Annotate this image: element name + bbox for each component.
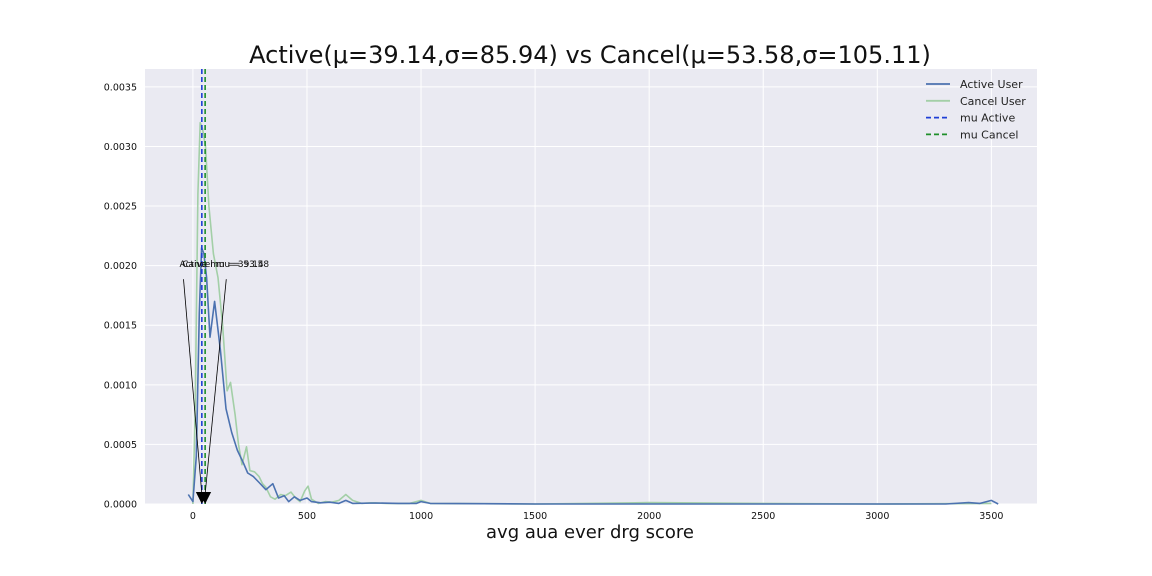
x-axis-ticks: 0 500 1000 1500 2000 2500 3000 3500 [190, 511, 1004, 522]
plot-area [145, 69, 1037, 504]
y-tick-label: 0.0015 [104, 321, 137, 332]
x-tick-label: 3500 [979, 511, 1003, 522]
x-tick-label: 1500 [523, 511, 547, 522]
y-tick-label: 0.0010 [104, 380, 137, 391]
y-tick-label: 0.0030 [104, 142, 137, 153]
x-tick-label: 0 [190, 511, 196, 522]
legend: Active User Cancel User mu Active mu Cancel [926, 78, 1026, 141]
series-group [187, 121, 999, 505]
legend-label: mu Cancel [960, 128, 1018, 141]
grid-lines [145, 69, 1037, 505]
x-tick-label: 2000 [637, 511, 661, 522]
y-tick-label: 0.0025 [104, 202, 137, 213]
y-axis-ticks: 0.0000 0.0005 0.0010 0.0015 0.0020 0.0025 0.00… [104, 82, 137, 510]
mean-lines [201, 69, 206, 504]
annotation-arrow [204, 279, 227, 495]
x-tick-label: 2500 [751, 511, 775, 522]
active-user-density-line [187, 247, 999, 505]
x-tick-label: 1000 [409, 511, 433, 522]
legend-label: Active User [960, 78, 1023, 91]
annotation-label: Active mu = 39.14 [180, 260, 264, 270]
y-tick-label: 0.0035 [104, 82, 137, 93]
annotation-arrowhead [199, 492, 212, 504]
legend-label: Cancel User [960, 95, 1026, 108]
y-tick-label: 0.0005 [104, 440, 137, 451]
y-tick-label: 0.0000 [104, 500, 137, 511]
chart-title: Active(μ=39.14,σ=85.94) vs Cancel(μ=53.5… [249, 41, 931, 69]
legend-label: mu Active [960, 112, 1015, 125]
x-tick-label: 500 [298, 511, 316, 522]
x-tick-label: 3000 [865, 511, 889, 522]
annotation-label: Cancel mu = 53.58 [182, 260, 269, 270]
annotation-arrow [183, 279, 203, 495]
x-axis-label: avg aua ever drg score [486, 522, 694, 543]
y-tick-label: 0.0020 [104, 261, 137, 272]
